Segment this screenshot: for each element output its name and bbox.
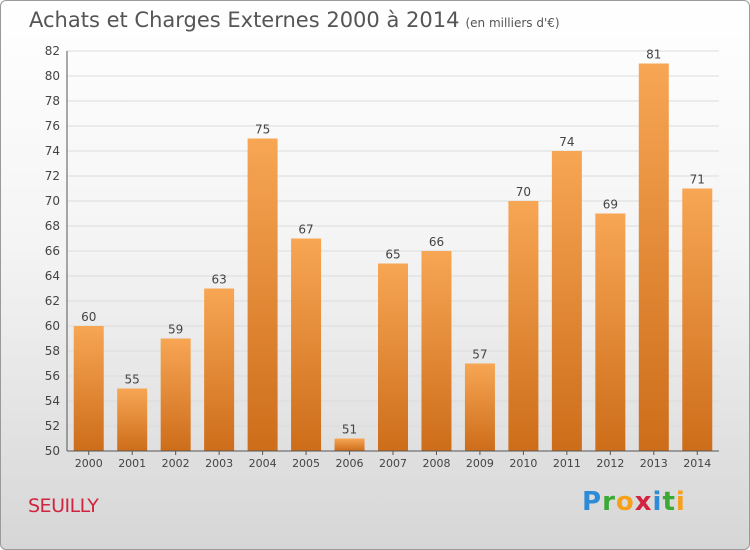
y-tick-label: 50	[45, 444, 60, 458]
chart-unit: (en milliers d'€)	[465, 16, 560, 30]
bar	[464, 363, 495, 451]
bar	[117, 388, 148, 451]
chart-title: Achats et Charges Externes 2000 à 2014 (e…	[29, 8, 560, 32]
proxiti-logo: Proxiti	[582, 487, 686, 517]
bar	[247, 138, 278, 451]
chart-title-text: Achats et Charges Externes 2000 à 2014	[29, 8, 460, 32]
logo-letter: P	[582, 487, 603, 517]
data-label: 57	[472, 348, 487, 362]
logo-letter: o	[615, 487, 635, 517]
y-tick-label: 76	[45, 119, 60, 133]
data-label: 74	[559, 135, 574, 149]
y-tick-label: 60	[45, 319, 60, 333]
bar	[334, 438, 365, 451]
data-label: 67	[298, 223, 313, 237]
x-tick-label: 2008	[422, 457, 450, 470]
x-tick-label: 2012	[596, 457, 624, 470]
x-tick-label: 2013	[640, 457, 668, 470]
data-label: 60	[81, 310, 96, 324]
y-tick-label: 54	[45, 394, 60, 408]
y-tick-label: 68	[45, 219, 60, 233]
y-tick-label: 70	[45, 194, 60, 208]
y-tick-label: 58	[45, 344, 60, 358]
bar	[378, 263, 408, 451]
y-tick-label: 78	[45, 94, 60, 108]
bar	[682, 188, 713, 451]
y-tick-label: 52	[45, 419, 60, 433]
logo-letter: i	[652, 487, 663, 517]
y-tick-label: 80	[45, 69, 60, 83]
x-tick-label: 2005	[292, 457, 320, 470]
logo-letter: x	[634, 487, 653, 517]
x-tick-label: 2003	[205, 457, 233, 470]
bars	[73, 63, 713, 451]
y-tick-label: 74	[45, 144, 60, 158]
y-tick-label: 66	[45, 244, 60, 258]
x-tick-label: 2011	[553, 457, 581, 470]
bar	[551, 151, 582, 451]
y-tick-label: 82	[45, 44, 60, 58]
data-label: 59	[168, 323, 183, 337]
x-tick-label: 2004	[249, 457, 277, 470]
labels: 50 52 54 56 58 60 62 64 66 68 70 72 74 76 78 80 82 60 2000…	[45, 44, 712, 470]
bar	[160, 338, 191, 451]
x-tick-label: 2014	[683, 457, 711, 470]
x-tick-label: 2007	[379, 457, 407, 470]
x-tick-label: 2000	[75, 457, 103, 470]
x-tick-label: 2010	[509, 457, 537, 470]
data-label: 51	[342, 423, 357, 437]
y-tick-label: 64	[45, 269, 60, 283]
bar	[73, 326, 104, 451]
data-label: 69	[603, 198, 618, 212]
data-label: 65	[385, 248, 400, 262]
bar	[638, 63, 669, 451]
bar	[204, 288, 235, 451]
bar	[291, 238, 322, 451]
x-tick-label: 2002	[162, 457, 190, 470]
logo-letter: i	[675, 487, 686, 517]
logo-letter: r	[602, 487, 616, 517]
x-tick-label: 2006	[336, 457, 364, 470]
commune-name: SEUILLY	[28, 495, 99, 517]
logo-letter: t	[662, 487, 676, 517]
y-tick-label: 72	[45, 169, 60, 183]
y-tick-label: 62	[45, 294, 60, 308]
x-tick-label: 2009	[466, 457, 494, 470]
bar	[421, 251, 452, 451]
data-label: 55	[125, 373, 140, 387]
data-label: 81	[646, 48, 661, 62]
data-label: 63	[211, 273, 226, 287]
axes	[66, 51, 719, 455]
y-tick-label: 56	[45, 369, 60, 383]
data-label: 75	[255, 123, 270, 137]
data-label: 70	[516, 185, 531, 199]
data-label: 66	[429, 235, 444, 249]
data-label: 71	[690, 173, 705, 187]
bar	[595, 213, 626, 451]
x-tick-label: 2001	[118, 457, 146, 470]
bar	[508, 201, 539, 451]
